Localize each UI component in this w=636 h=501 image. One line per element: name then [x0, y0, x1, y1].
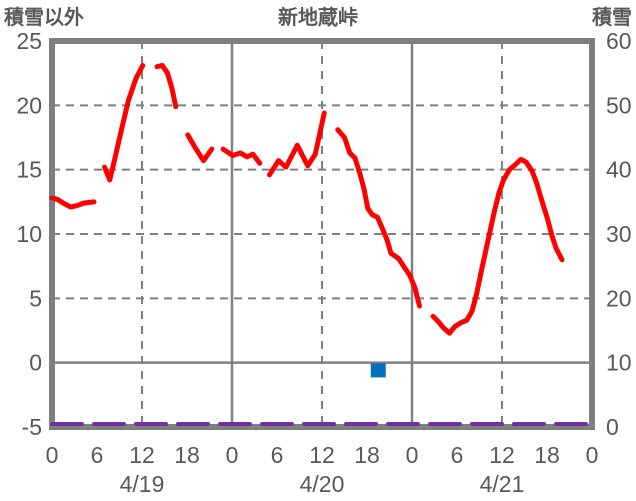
series-line-temperature — [185, 132, 215, 164]
series-line-temperature — [154, 62, 179, 110]
left-axis-tick-label: 25 — [16, 28, 42, 54]
left-axis-title: 積雪以外 — [4, 5, 84, 29]
chart-title: 新地蔵峠 — [278, 5, 358, 29]
plot-border — [49, 38, 595, 430]
series-line-temperature — [220, 146, 263, 166]
left-axis-tick-label: 10 — [16, 221, 42, 247]
blue-square-marker — [370, 363, 386, 378]
right-axis-tick-label: 60 — [606, 28, 632, 54]
x-axis-tick-label: 0 — [46, 442, 59, 468]
x-axis-date-label: 4/20 — [300, 471, 345, 497]
left-axis-tick-label: -5 — [22, 414, 42, 440]
x-axis-tick-label: 12 — [309, 442, 335, 468]
series-line-temperature — [335, 127, 422, 309]
left-axis-tick-label: 5 — [29, 285, 42, 311]
series-line-temperature — [102, 62, 146, 183]
x-axis-tick-label: 0 — [586, 442, 599, 468]
series-line-temperature — [267, 110, 327, 178]
right-axis-tick-label: 40 — [606, 157, 632, 183]
left-axis-tick-label: 15 — [16, 157, 42, 183]
x-axis-tick-label: 18 — [534, 442, 560, 468]
right-axis-tick-label: 30 — [606, 221, 632, 247]
series-line-temperature — [49, 195, 97, 210]
x-axis-tick-label: 12 — [129, 442, 155, 468]
right-axis-tick-label: 10 — [606, 350, 632, 376]
x-axis-tick-label: 12 — [489, 442, 515, 468]
right-axis-tick-label: 20 — [606, 285, 632, 311]
x-axis-tick-label: 0 — [226, 442, 239, 468]
x-axis-tick-label: 18 — [354, 442, 380, 468]
right-axis-tick-label: 50 — [606, 92, 632, 118]
left-axis-tick-label: 20 — [16, 92, 42, 118]
x-axis-tick-label: 6 — [451, 442, 464, 468]
x-axis-date-label: 4/19 — [120, 471, 165, 497]
right-axis-tick-label: 0 — [606, 414, 619, 440]
series-line-temperature — [430, 156, 565, 336]
x-axis-tick-label: 0 — [406, 442, 419, 468]
x-axis-date-label: 4/21 — [480, 471, 525, 497]
x-axis-tick-label: 6 — [271, 442, 284, 468]
right-axis-title: 積雪 — [592, 6, 632, 29]
x-axis-tick-label: 6 — [91, 442, 104, 468]
left-axis-tick-label: 0 — [29, 350, 42, 376]
x-axis-tick-label: 18 — [174, 442, 200, 468]
